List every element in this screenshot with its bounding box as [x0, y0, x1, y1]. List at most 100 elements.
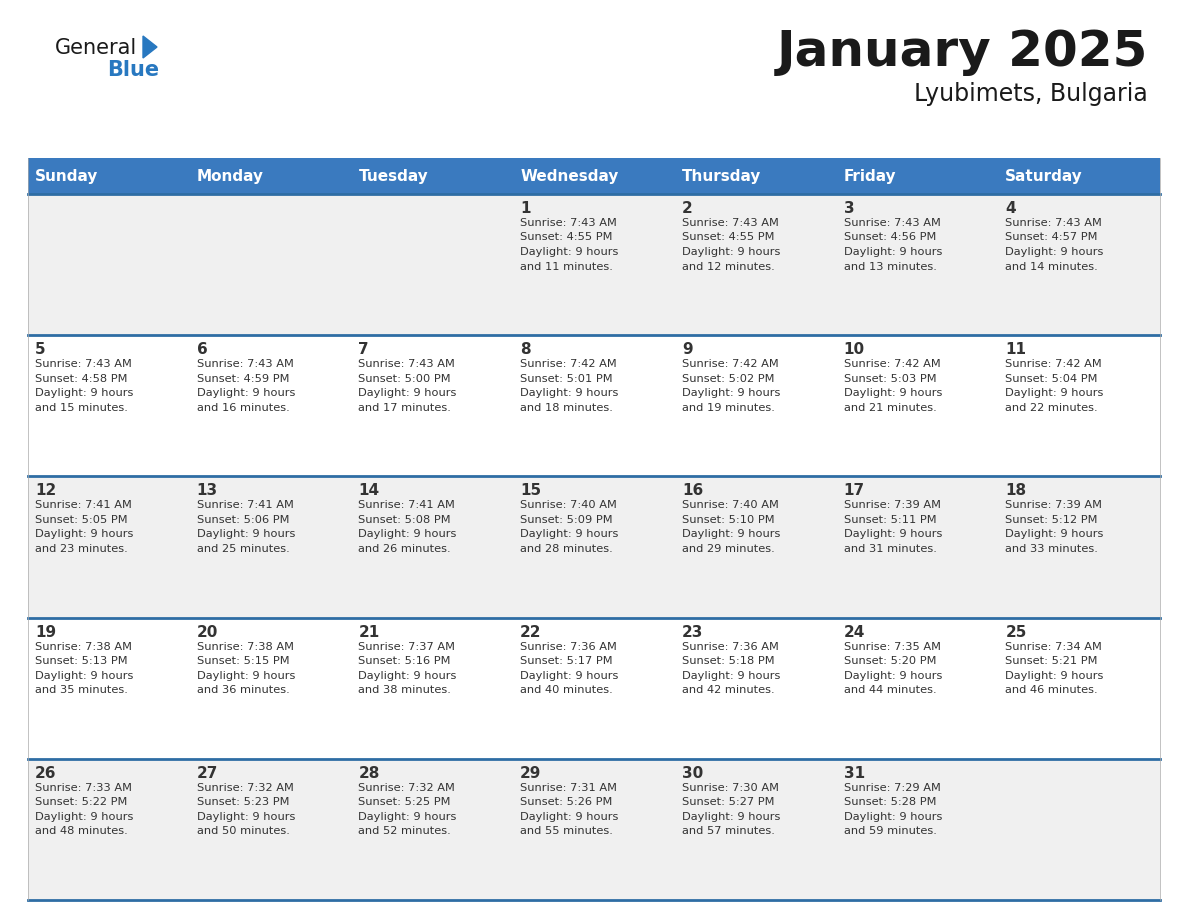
Text: Sunrise: 7:31 AM: Sunrise: 7:31 AM: [520, 783, 617, 793]
Text: Daylight: 9 hours: Daylight: 9 hours: [359, 388, 457, 398]
Text: and 55 minutes.: and 55 minutes.: [520, 826, 613, 836]
Text: Daylight: 9 hours: Daylight: 9 hours: [520, 671, 619, 680]
Text: and 23 minutes.: and 23 minutes.: [34, 543, 128, 554]
Text: Sunset: 5:04 PM: Sunset: 5:04 PM: [1005, 374, 1098, 384]
Text: Sunrise: 7:43 AM: Sunrise: 7:43 AM: [359, 359, 455, 369]
Text: 21: 21: [359, 624, 380, 640]
Text: Daylight: 9 hours: Daylight: 9 hours: [843, 530, 942, 540]
Text: Sunset: 5:23 PM: Sunset: 5:23 PM: [197, 798, 289, 807]
Bar: [29, 194, 1159, 335]
Text: Sunrise: 7:38 AM: Sunrise: 7:38 AM: [197, 642, 293, 652]
Text: and 25 minutes.: and 25 minutes.: [197, 543, 290, 554]
Text: 2: 2: [682, 201, 693, 216]
Text: Sunset: 5:21 PM: Sunset: 5:21 PM: [1005, 656, 1098, 666]
Text: Daylight: 9 hours: Daylight: 9 hours: [843, 671, 942, 680]
Text: Saturday: Saturday: [1005, 169, 1083, 184]
Text: Daylight: 9 hours: Daylight: 9 hours: [520, 388, 619, 398]
Text: and 42 minutes.: and 42 minutes.: [682, 685, 775, 695]
Text: 17: 17: [843, 484, 865, 498]
Text: Daylight: 9 hours: Daylight: 9 hours: [1005, 671, 1104, 680]
Text: Sunrise: 7:30 AM: Sunrise: 7:30 AM: [682, 783, 779, 793]
Text: Friday: Friday: [843, 169, 896, 184]
Text: 10: 10: [843, 342, 865, 357]
Bar: [513, 158, 675, 194]
Text: and 16 minutes.: and 16 minutes.: [197, 403, 290, 413]
Text: and 14 minutes.: and 14 minutes.: [1005, 262, 1098, 272]
Bar: [836, 158, 998, 194]
Text: Sunrise: 7:40 AM: Sunrise: 7:40 AM: [520, 500, 617, 510]
Text: Sunset: 5:00 PM: Sunset: 5:00 PM: [359, 374, 451, 384]
Text: Sunrise: 7:42 AM: Sunrise: 7:42 AM: [520, 359, 617, 369]
Text: Sunrise: 7:41 AM: Sunrise: 7:41 AM: [34, 500, 132, 510]
Text: 23: 23: [682, 624, 703, 640]
Text: Daylight: 9 hours: Daylight: 9 hours: [359, 530, 457, 540]
Text: 13: 13: [197, 484, 217, 498]
Text: Sunrise: 7:38 AM: Sunrise: 7:38 AM: [34, 642, 132, 652]
Text: Sunset: 5:11 PM: Sunset: 5:11 PM: [843, 515, 936, 525]
Text: Daylight: 9 hours: Daylight: 9 hours: [520, 530, 619, 540]
Text: Sunrise: 7:43 AM: Sunrise: 7:43 AM: [520, 218, 617, 228]
Bar: [29, 759, 1159, 900]
Text: 24: 24: [843, 624, 865, 640]
Text: Daylight: 9 hours: Daylight: 9 hours: [197, 812, 295, 822]
Text: Daylight: 9 hours: Daylight: 9 hours: [34, 530, 133, 540]
Text: and 44 minutes.: and 44 minutes.: [843, 685, 936, 695]
Text: Sunrise: 7:36 AM: Sunrise: 7:36 AM: [682, 642, 778, 652]
Text: 28: 28: [359, 766, 380, 781]
Text: 29: 29: [520, 766, 542, 781]
Text: Daylight: 9 hours: Daylight: 9 hours: [520, 812, 619, 822]
Text: Sunset: 5:26 PM: Sunset: 5:26 PM: [520, 798, 613, 807]
Text: Thursday: Thursday: [682, 169, 762, 184]
Text: Blue: Blue: [107, 60, 159, 80]
Text: Sunset: 4:59 PM: Sunset: 4:59 PM: [197, 374, 289, 384]
Text: Sunset: 4:57 PM: Sunset: 4:57 PM: [1005, 232, 1098, 242]
Text: Sunset: 5:25 PM: Sunset: 5:25 PM: [359, 798, 451, 807]
Bar: [190, 158, 352, 194]
Text: and 18 minutes.: and 18 minutes.: [520, 403, 613, 413]
Text: and 26 minutes.: and 26 minutes.: [359, 543, 451, 554]
Text: Sunrise: 7:43 AM: Sunrise: 7:43 AM: [34, 359, 132, 369]
Text: and 33 minutes.: and 33 minutes.: [1005, 543, 1098, 554]
Text: 14: 14: [359, 484, 379, 498]
Text: Sunset: 4:58 PM: Sunset: 4:58 PM: [34, 374, 127, 384]
Text: 22: 22: [520, 624, 542, 640]
Text: Daylight: 9 hours: Daylight: 9 hours: [1005, 530, 1104, 540]
Text: Daylight: 9 hours: Daylight: 9 hours: [359, 671, 457, 680]
Text: and 11 minutes.: and 11 minutes.: [520, 262, 613, 272]
Text: and 13 minutes.: and 13 minutes.: [843, 262, 936, 272]
Bar: [675, 158, 836, 194]
Text: Daylight: 9 hours: Daylight: 9 hours: [197, 388, 295, 398]
Text: Sunset: 5:22 PM: Sunset: 5:22 PM: [34, 798, 127, 807]
Text: Daylight: 9 hours: Daylight: 9 hours: [197, 671, 295, 680]
Text: and 28 minutes.: and 28 minutes.: [520, 543, 613, 554]
Text: January 2025: January 2025: [777, 28, 1148, 76]
Text: and 52 minutes.: and 52 minutes.: [359, 826, 451, 836]
Bar: [29, 158, 190, 194]
Text: 1: 1: [520, 201, 531, 216]
Text: and 29 minutes.: and 29 minutes.: [682, 543, 775, 554]
Text: Sunset: 5:28 PM: Sunset: 5:28 PM: [843, 798, 936, 807]
Text: Monday: Monday: [197, 169, 264, 184]
Text: 15: 15: [520, 484, 542, 498]
Text: Sunset: 4:55 PM: Sunset: 4:55 PM: [682, 232, 775, 242]
Text: Daylight: 9 hours: Daylight: 9 hours: [34, 812, 133, 822]
Text: Sunset: 5:03 PM: Sunset: 5:03 PM: [843, 374, 936, 384]
Polygon shape: [143, 36, 157, 58]
Bar: [998, 158, 1159, 194]
Text: 8: 8: [520, 342, 531, 357]
Text: 4: 4: [1005, 201, 1016, 216]
Text: Sunrise: 7:42 AM: Sunrise: 7:42 AM: [1005, 359, 1102, 369]
Text: Sunset: 5:20 PM: Sunset: 5:20 PM: [843, 656, 936, 666]
Text: and 19 minutes.: and 19 minutes.: [682, 403, 775, 413]
Text: Sunrise: 7:37 AM: Sunrise: 7:37 AM: [359, 642, 455, 652]
Text: Sunset: 5:13 PM: Sunset: 5:13 PM: [34, 656, 127, 666]
Text: Sunrise: 7:35 AM: Sunrise: 7:35 AM: [843, 642, 941, 652]
Text: Sunset: 5:12 PM: Sunset: 5:12 PM: [1005, 515, 1098, 525]
Text: and 38 minutes.: and 38 minutes.: [359, 685, 451, 695]
Text: Sunrise: 7:36 AM: Sunrise: 7:36 AM: [520, 642, 617, 652]
Bar: [29, 335, 1159, 476]
Text: Sunset: 5:15 PM: Sunset: 5:15 PM: [197, 656, 290, 666]
Text: Daylight: 9 hours: Daylight: 9 hours: [359, 812, 457, 822]
Text: and 46 minutes.: and 46 minutes.: [1005, 685, 1098, 695]
Text: Sunset: 5:27 PM: Sunset: 5:27 PM: [682, 798, 775, 807]
